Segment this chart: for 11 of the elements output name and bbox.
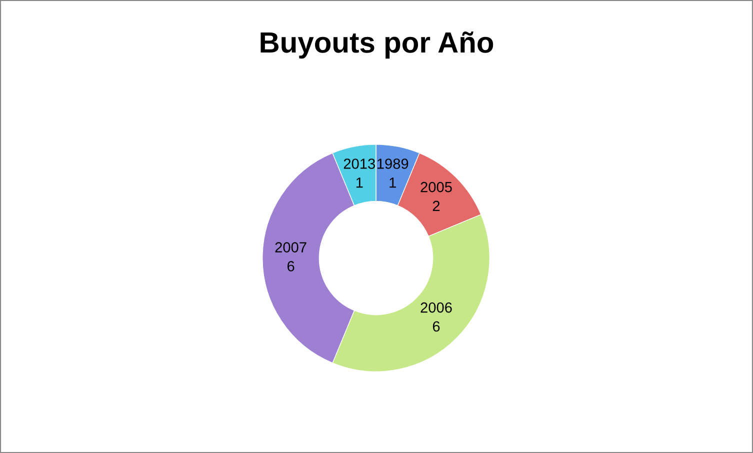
data-label: 6 bbox=[287, 261, 294, 272]
slice-label: 2007 bbox=[275, 242, 306, 252]
slice-label: 1989 bbox=[378, 158, 408, 169]
data-label: 2 bbox=[432, 200, 440, 211]
slice-label: 2005 bbox=[420, 182, 452, 192]
data-label: 6 bbox=[432, 321, 440, 332]
slice-label: 2013 bbox=[344, 158, 375, 169]
data-label: 1 bbox=[356, 178, 363, 188]
data-label: 1 bbox=[390, 178, 396, 188]
chart-title: Buyouts por Año bbox=[260, 32, 494, 59]
slice-label: 2006 bbox=[420, 302, 452, 313]
